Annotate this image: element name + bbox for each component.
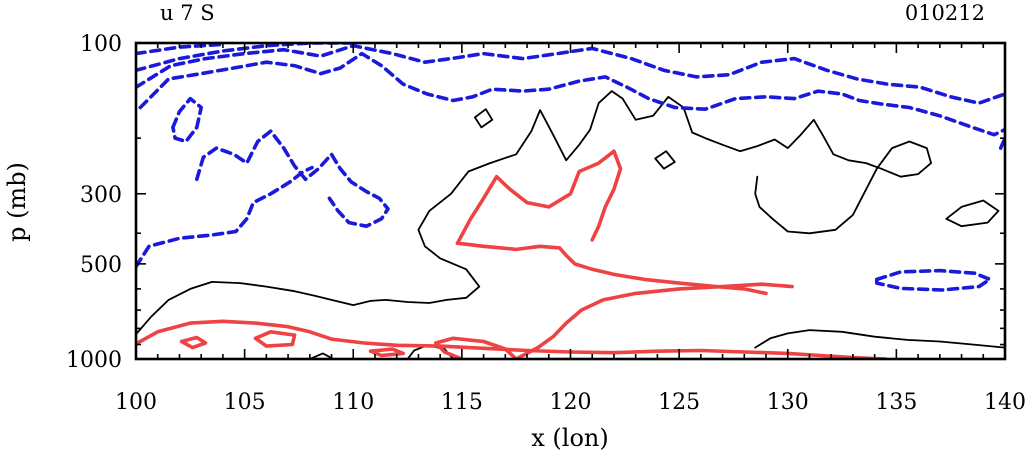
contour-negative-22 [875, 268, 992, 292]
x-tick-label: 110 [332, 390, 374, 415]
x-axis-label: x (lon) [531, 424, 608, 452]
contour-layer [136, 43, 1005, 359]
contour-zero-0 [136, 90, 932, 336]
x-tick-label: 120 [550, 390, 592, 415]
contour-positive-11 [253, 330, 297, 348]
chart-title-right: 010212 [905, 1, 985, 25]
y-axis-label: p (mb) [3, 162, 31, 242]
y-tick-label: 100 [80, 32, 122, 57]
contour-zero-3 [754, 329, 1005, 349]
contour-negative-21 [171, 96, 203, 144]
x-tick-label: 140 [984, 390, 1026, 415]
x-tick-label: 135 [875, 390, 917, 415]
plot-frame [134, 41, 1007, 361]
contour-negative-20 [195, 129, 390, 228]
label-layer: 100 105 110 115 120 125 130 135 140 100 300 500 1000 [66, 32, 1026, 415]
y-tick-label: 1000 [66, 348, 122, 373]
contour-zero-4 [945, 199, 1000, 228]
contour-negative-19 [136, 165, 314, 269]
contour-positive-12 [368, 347, 405, 358]
y-tick-label: 300 [80, 183, 122, 208]
y-tick-label: 500 [80, 253, 122, 278]
contour-zero-6 [474, 108, 494, 129]
contour-positive-7 [136, 319, 888, 359]
contour-positive-13 [455, 149, 623, 245]
x-tick-label: 100 [115, 390, 157, 415]
contour-negative-16 [136, 43, 1005, 105]
contour-positive-10 [179, 335, 208, 350]
contour-zero-2 [308, 352, 335, 359]
contour-positive-8 [514, 282, 794, 359]
x-tick-label: 115 [441, 390, 483, 415]
contour-negative-15 [138, 51, 1005, 137]
x-tick-label: 130 [767, 390, 809, 415]
contour-positive-9 [434, 336, 518, 359]
contour-positive-14 [455, 241, 768, 296]
x-tick-label: 125 [658, 390, 700, 415]
x-tick-label: 105 [224, 390, 266, 415]
chart-title-left: u 7 S [160, 1, 215, 25]
contour-zero-5 [654, 150, 676, 170]
tick-layer [135, 42, 1006, 360]
